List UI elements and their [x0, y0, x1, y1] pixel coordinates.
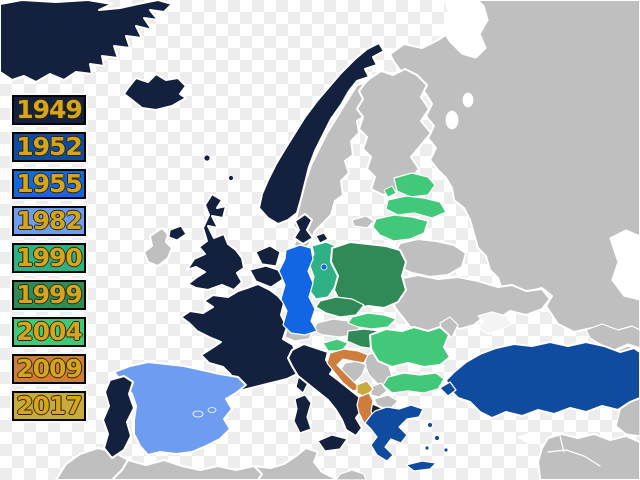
legend-item-2004: 2004 [12, 317, 86, 347]
country-aegean-islands [443, 447, 449, 453]
legend-item-1955: 1955 [12, 169, 86, 199]
legend-item-1949: 1949 [12, 95, 86, 125]
middle-east-border-line [547, 435, 601, 467]
country-tunisia [253, 447, 337, 480]
lake-ladoga [445, 110, 459, 130]
legend: 1949 1952 1955 1982 1990 1999 2004 2009 … [12, 95, 86, 421]
country-estonia [393, 172, 436, 198]
country-sicily [317, 434, 348, 452]
country-danish-isles [315, 232, 329, 244]
country-middle-east [537, 433, 640, 480]
country-kaliningrad [351, 215, 375, 229]
country-algeria [111, 459, 263, 480]
country-west-germany [278, 244, 318, 336]
country-spain [113, 361, 247, 456]
country-russia [389, 0, 640, 339]
country-northern-ireland [168, 225, 187, 241]
country-balearics [207, 407, 217, 413]
country-romania [369, 326, 451, 368]
legend-item-1999: 1999 [12, 280, 86, 310]
country-kosovo [370, 382, 388, 398]
country-sweden [292, 80, 374, 254]
country-latvia [385, 195, 447, 219]
caspian-sea [609, 229, 640, 301]
legend-item-1982: 1982 [12, 206, 86, 236]
legend-item-1952: 1952 [12, 132, 86, 162]
country-slovenia [322, 338, 349, 352]
crimea [477, 311, 513, 335]
country-caucasus [585, 323, 640, 351]
country-poland [330, 241, 407, 311]
country-west-berlin [320, 263, 328, 271]
country-faroe-islands [203, 154, 211, 162]
country-czechia [315, 296, 365, 318]
white-sea [441, 0, 489, 59]
country-greenland [0, 0, 173, 83]
country-iceland [123, 73, 187, 111]
country-denmark [293, 213, 314, 245]
lake-onega [462, 92, 474, 108]
country-aegean-islands [424, 445, 430, 451]
country-ireland [143, 227, 173, 267]
country-netherlands [255, 245, 281, 267]
legend-item-2017: 2017 [12, 391, 86, 421]
country-shetland [228, 175, 234, 181]
country-croatia [326, 348, 369, 392]
country-balearics [192, 410, 204, 418]
country-aegean-islands [427, 422, 433, 428]
country-belgium [249, 265, 284, 288]
country-lithuania [372, 214, 429, 242]
country-slovakia [347, 312, 397, 330]
country-united-kingdom [186, 193, 245, 291]
country-portugal [102, 375, 135, 459]
country-libya [335, 469, 367, 480]
country-crete [405, 460, 437, 472]
country-aegean-islands [434, 435, 440, 441]
country-norway [258, 42, 385, 225]
cyprus [517, 432, 541, 444]
country-greece [364, 404, 424, 462]
country-turkey-thrace [439, 381, 457, 397]
country-bulgaria [382, 372, 445, 394]
country-estonian-islands [383, 185, 397, 198]
country-sardinia [293, 394, 312, 434]
legend-item-2009: 2009 [12, 354, 86, 384]
legend-item-1990: 1990 [12, 243, 86, 273]
country-turkey [445, 341, 640, 419]
